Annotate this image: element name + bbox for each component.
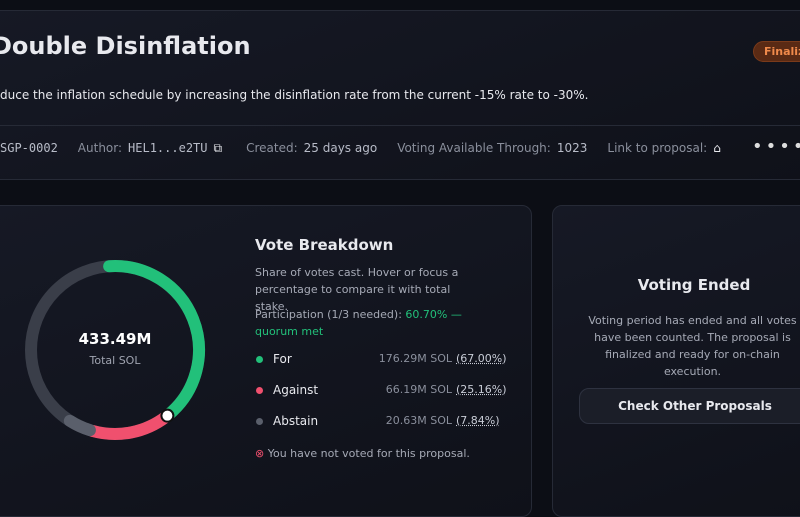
author: HEL1...e2TU — [128, 141, 208, 155]
legend-dot — [256, 418, 263, 425]
vote-percent: (7.84%) — [456, 414, 500, 427]
link-label: Link to proposal: — [607, 141, 708, 155]
participation: Participation (1/3 needed): 60.70% — quo… — [255, 306, 505, 340]
voting: 1023 — [556, 141, 588, 155]
donut-segment — [86, 410, 173, 440]
vote-amount: 176.29M SOL — [378, 352, 452, 365]
breakdown-card — [0, 205, 532, 517]
more-menu[interactable]: •••• — [752, 136, 800, 157]
created: 25 days ago — [303, 141, 378, 155]
status-badge: Finalized — [753, 41, 800, 62]
not-voted-text: You have not voted for this proposal. — [267, 447, 470, 460]
breakdown-subtitle: Share of votes cast. Hover or focus a pe… — [255, 266, 459, 313]
description: duce the inflation schedule by increasin… — [0, 88, 589, 102]
donut-segment — [63, 414, 96, 437]
ended-title: Voting Ended — [637, 276, 751, 294]
donut: 433.49M Total SOL — [25, 260, 205, 440]
ended-card — [552, 205, 800, 517]
not-voted: ⊗ You have not voted for this proposal. — [255, 447, 470, 460]
total: 433.49M — [79, 330, 152, 348]
participation-label: Participation (1/3 needed): — [255, 308, 402, 321]
meta-row: SGP-0002 Author: HEL1...e2TU ⧉ Created: … — [0, 141, 721, 156]
vote-name: Against — [273, 383, 319, 397]
vote-percent: (67.00%) — [456, 352, 507, 365]
breakdown-title: Vote Breakdown — [255, 236, 394, 254]
copy-icon[interactable]: ⧉ — [213, 141, 223, 155]
donut-knob — [160, 408, 175, 423]
check-proposals-button[interactable]: Check Other Proposals — [579, 388, 800, 424]
vote-amount: 66.19M SOL — [385, 383, 452, 396]
vote-percent: (25.16%) — [456, 383, 507, 396]
vote-amount: 20.63M SOL — [385, 414, 452, 427]
legend-dot — [256, 387, 263, 394]
author-label: Author: — [77, 141, 123, 155]
legend-dot — [256, 356, 263, 363]
proposal-id: SGP-0002 — [0, 141, 58, 155]
donut-segment — [103, 260, 205, 421]
total-label: Total SOL — [89, 354, 142, 367]
divider — [0, 125, 800, 126]
voting-label: Voting Available Through: — [397, 141, 551, 155]
proposal-card — [0, 10, 800, 180]
created-label: Created: — [246, 141, 298, 155]
vote-name: For — [273, 352, 292, 366]
participation-value: 60.70% — [405, 308, 448, 321]
ended-text: Voting period has ended and all votes ha… — [588, 314, 797, 378]
participation-status: — quorum met — [255, 308, 462, 338]
vote-name: Abstain — [273, 414, 319, 428]
link-icon[interactable]: ⌂ — [713, 141, 721, 155]
title: Double Disinflation — [0, 32, 251, 60]
page: Double Disinflation Finalized duce the i… — [0, 10, 800, 517]
